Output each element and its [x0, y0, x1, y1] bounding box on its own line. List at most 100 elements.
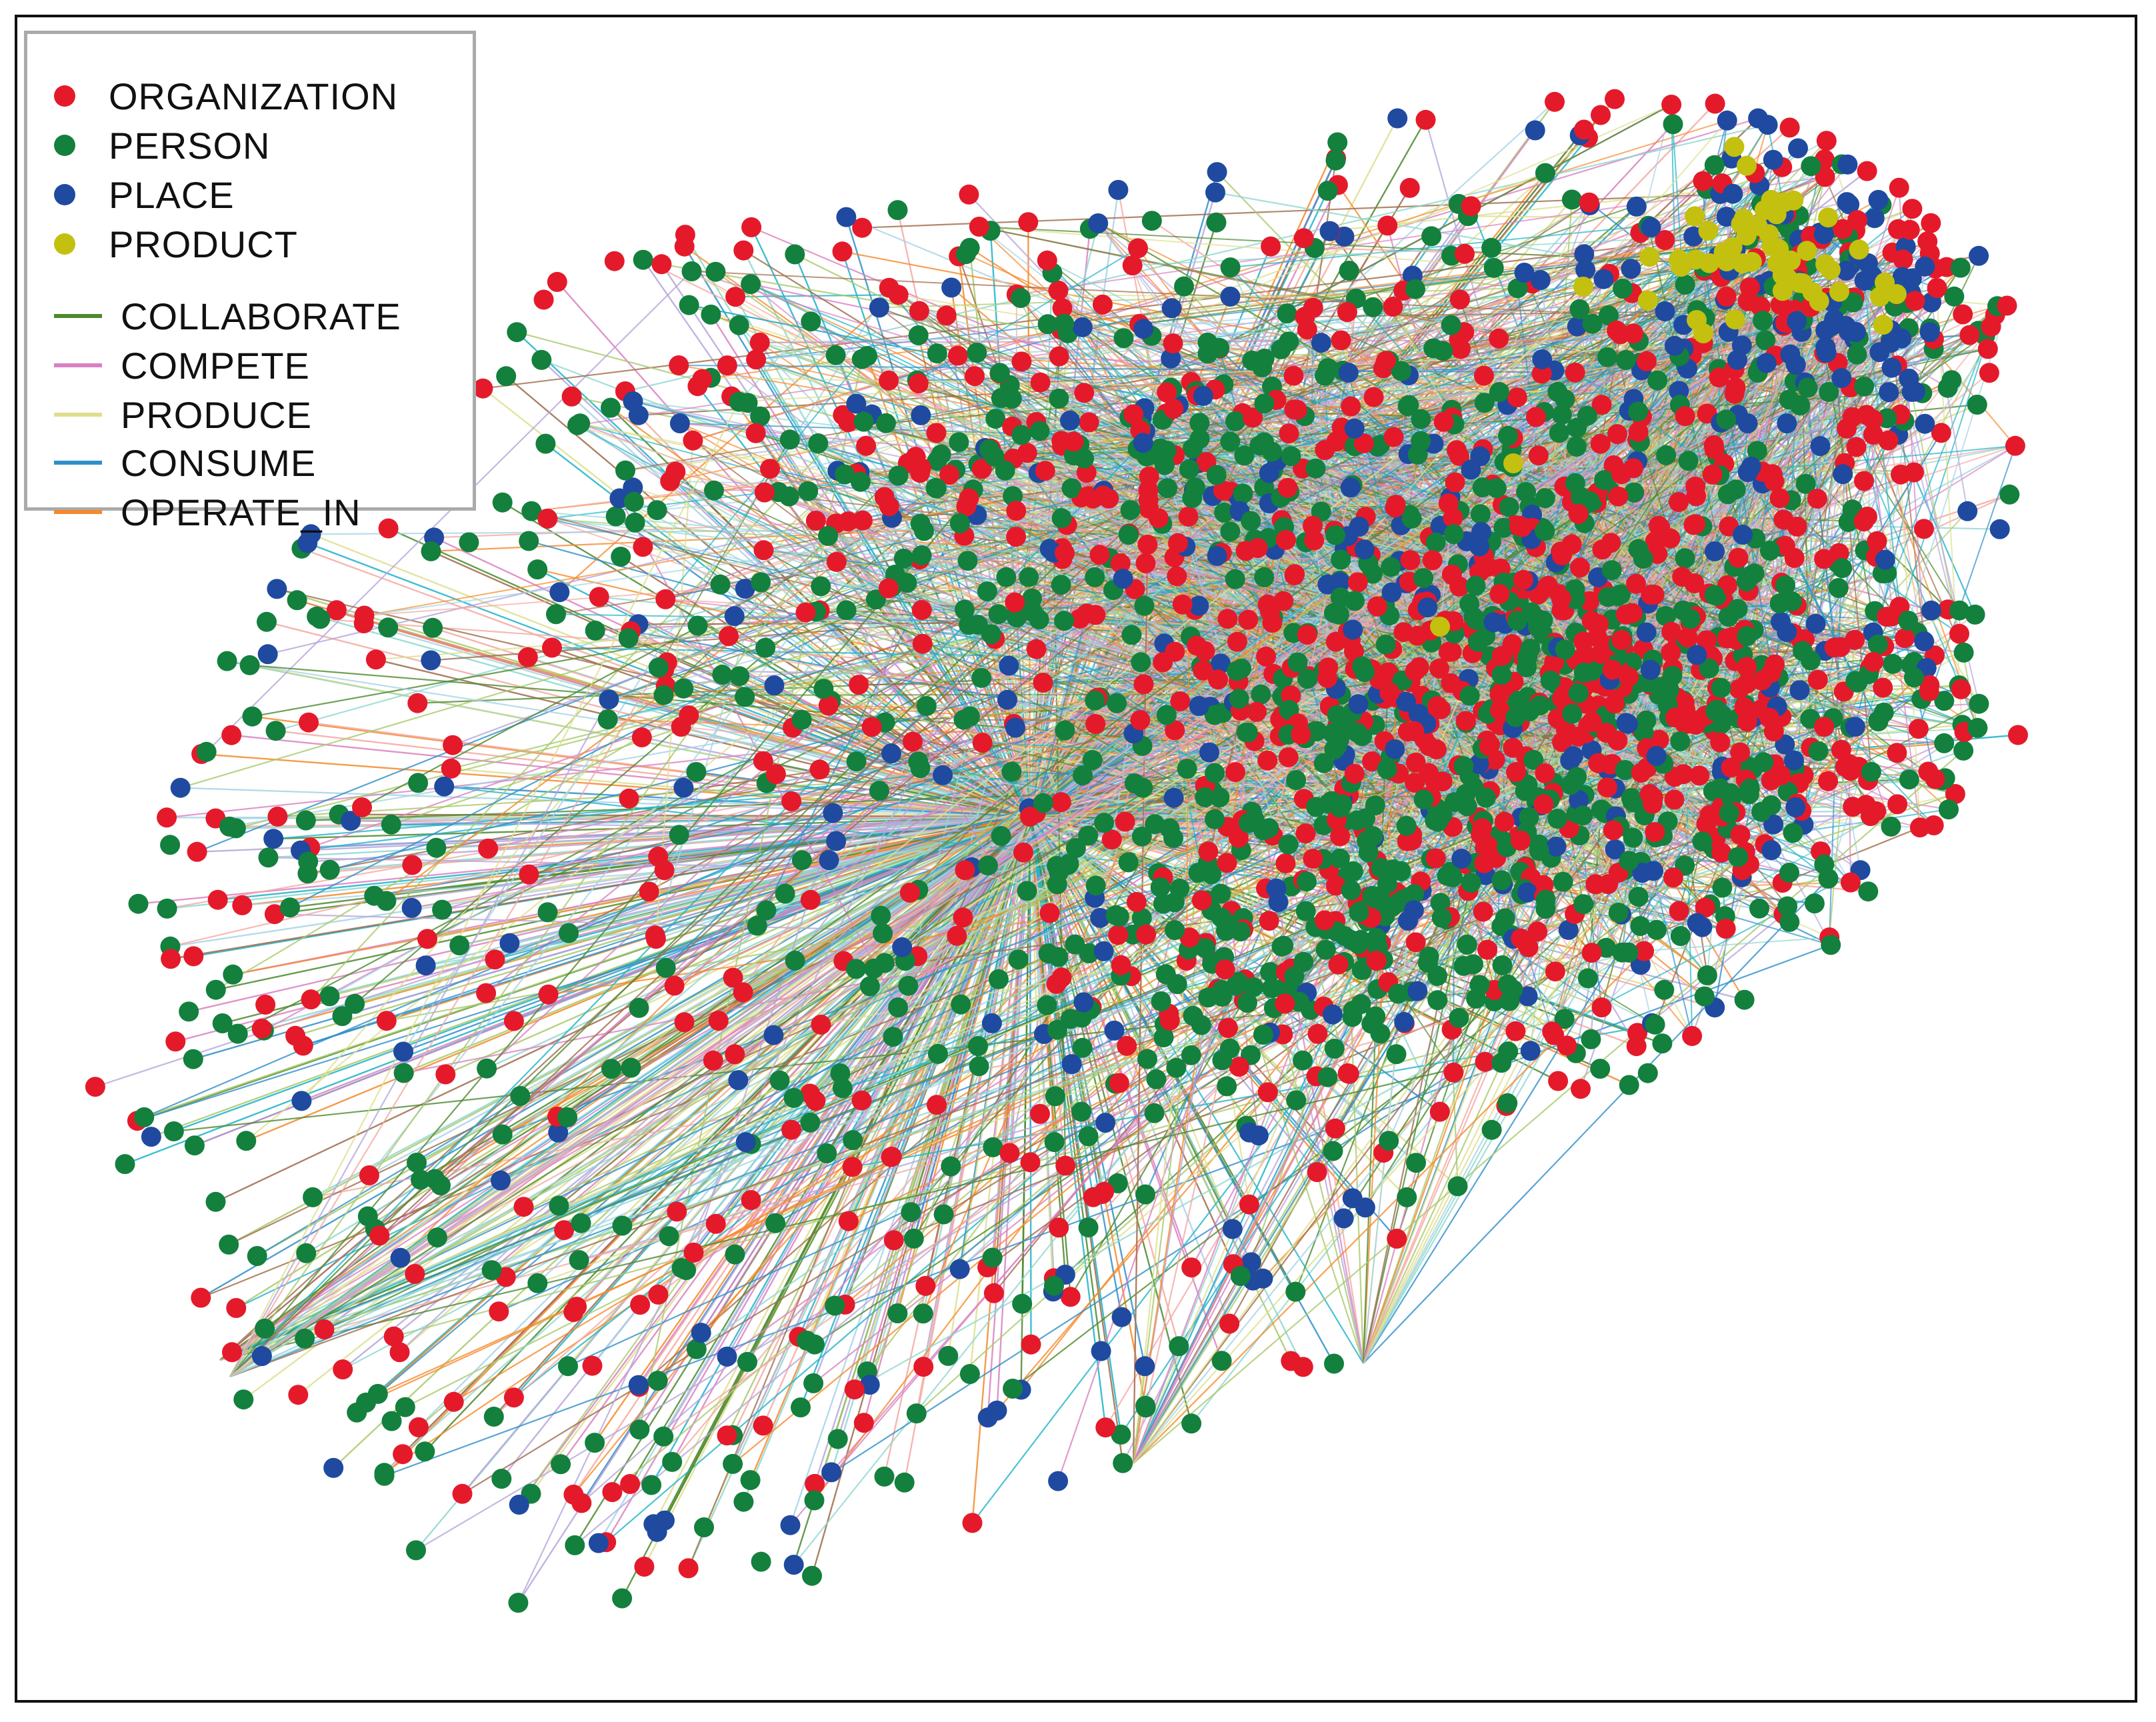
node — [1061, 1054, 1082, 1075]
edge — [653, 816, 1031, 1525]
node — [817, 1143, 837, 1163]
edge — [1306, 329, 1337, 535]
node — [1483, 257, 1504, 278]
node — [1049, 1217, 1069, 1238]
node — [421, 650, 441, 671]
edge — [805, 816, 1031, 1341]
node — [225, 818, 246, 839]
node — [161, 949, 181, 969]
node — [1044, 1275, 1064, 1296]
node — [962, 1513, 983, 1533]
node — [852, 217, 873, 238]
node — [764, 675, 785, 696]
node — [1763, 814, 1784, 835]
node — [295, 810, 316, 831]
node — [1020, 1152, 1041, 1173]
edge — [369, 815, 1031, 1177]
node — [1207, 162, 1227, 183]
node — [634, 1557, 655, 1577]
node — [913, 1303, 933, 1324]
node — [842, 1157, 863, 1177]
edge — [1161, 419, 1259, 549]
node — [427, 1227, 447, 1248]
node — [605, 506, 626, 527]
node — [85, 1077, 105, 1097]
node — [755, 637, 776, 658]
edge — [219, 1050, 1531, 1361]
node — [508, 1593, 529, 1613]
node — [846, 751, 867, 772]
node — [233, 1389, 254, 1410]
node — [1655, 230, 1675, 250]
node — [299, 712, 319, 733]
node — [1626, 196, 1647, 217]
node — [310, 609, 331, 629]
node — [908, 325, 929, 345]
node — [452, 1483, 473, 1504]
edge — [229, 502, 1597, 1377]
node — [1293, 1357, 1313, 1377]
edge — [205, 271, 693, 753]
edge — [264, 816, 1031, 1329]
node — [2008, 725, 2028, 745]
node — [1953, 304, 1973, 325]
node — [915, 1275, 936, 1296]
node — [415, 955, 436, 976]
edge — [922, 415, 1306, 1314]
node — [1652, 1033, 1673, 1054]
node — [303, 1187, 323, 1207]
node — [769, 1070, 790, 1091]
node — [1804, 893, 1825, 914]
node — [883, 1230, 904, 1251]
edge — [1035, 613, 1088, 814]
node — [1913, 519, 1934, 539]
node — [257, 644, 278, 665]
node — [927, 1095, 947, 1115]
node — [723, 1453, 743, 1474]
node — [1261, 236, 1281, 257]
node — [1878, 430, 1899, 451]
edge — [219, 793, 1956, 1361]
node — [1055, 1155, 1076, 1176]
node — [968, 1036, 988, 1057]
node — [1553, 871, 1573, 892]
edge — [665, 359, 863, 600]
node — [1863, 425, 1883, 445]
node — [985, 409, 1006, 429]
edge — [738, 321, 812, 403]
node — [407, 693, 428, 713]
node — [509, 1495, 529, 1515]
node — [602, 1482, 623, 1503]
edge — [445, 815, 1031, 1075]
node — [1989, 519, 2010, 539]
node — [1399, 177, 1420, 198]
edge — [679, 365, 1575, 373]
node — [395, 1397, 415, 1417]
node — [633, 249, 653, 270]
node — [941, 277, 962, 298]
edge — [1029, 816, 1032, 1345]
edge — [1327, 443, 1601, 669]
edge — [1057, 629, 1354, 1481]
node — [1535, 163, 1555, 183]
node — [443, 1391, 464, 1412]
node — [1967, 395, 1987, 415]
node — [170, 777, 191, 798]
node — [1858, 881, 1879, 902]
node — [1558, 919, 1579, 940]
node — [1953, 740, 1974, 761]
node — [531, 349, 552, 370]
node — [1461, 196, 1481, 217]
node — [933, 765, 953, 785]
node — [222, 1342, 242, 1363]
node — [496, 366, 517, 387]
node — [1286, 770, 1307, 791]
node — [933, 1204, 954, 1225]
node — [969, 1056, 989, 1077]
node — [227, 1023, 248, 1044]
node — [423, 617, 443, 638]
node — [936, 305, 957, 326]
node — [785, 244, 805, 265]
node — [1048, 1471, 1069, 1491]
